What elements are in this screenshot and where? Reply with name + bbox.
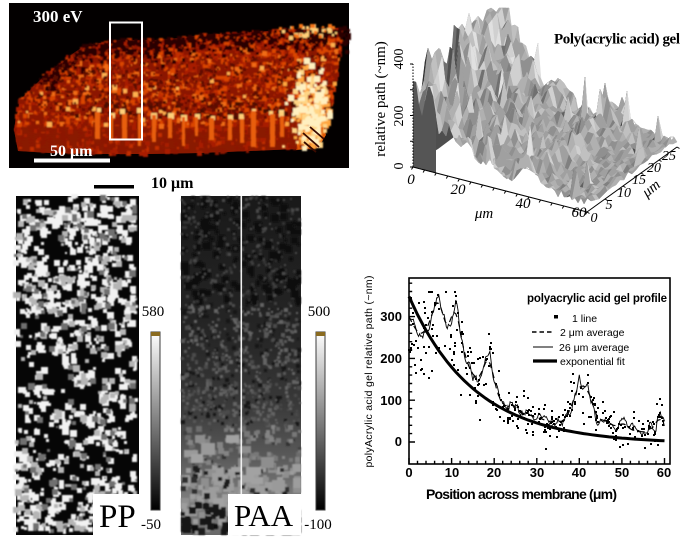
svg-text:15: 15 bbox=[632, 173, 646, 188]
svg-text:Position across membrane (μm): Position across membrane (μm) bbox=[426, 486, 617, 502]
svg-text:PAA: PAA bbox=[234, 498, 294, 533]
svg-text:exponential fit: exponential fit bbox=[560, 356, 625, 368]
svg-text:10: 10 bbox=[445, 465, 459, 480]
svg-text:50: 50 bbox=[615, 465, 629, 480]
svg-text:26 μm average: 26 μm average bbox=[559, 342, 629, 354]
svg-text:400: 400 bbox=[392, 49, 407, 70]
svg-text:20: 20 bbox=[647, 161, 661, 176]
svg-text:0: 0 bbox=[407, 172, 415, 188]
svg-text:0: 0 bbox=[392, 163, 407, 170]
svg-text:60: 60 bbox=[572, 205, 588, 221]
svg-text:0: 0 bbox=[591, 211, 598, 226]
svg-text:50 μm: 50 μm bbox=[50, 143, 93, 160]
svg-text:300 eV: 300 eV bbox=[33, 7, 83, 26]
svg-text:580: 580 bbox=[142, 304, 165, 320]
svg-text:200: 200 bbox=[392, 106, 407, 127]
svg-text:Poly(acrylic acid) gel: Poly(acrylic acid) gel bbox=[554, 32, 680, 48]
svg-text:20: 20 bbox=[451, 182, 467, 198]
svg-text:5: 5 bbox=[606, 198, 613, 213]
svg-text:500: 500 bbox=[308, 304, 331, 320]
svg-text:200: 200 bbox=[380, 351, 402, 366]
svg-text:60: 60 bbox=[657, 465, 671, 480]
svg-text:PP: PP bbox=[99, 499, 136, 535]
svg-text:30: 30 bbox=[530, 465, 544, 480]
svg-text:25: 25 bbox=[662, 149, 676, 164]
svg-text:300: 300 bbox=[380, 309, 402, 324]
svg-text:polyAcrylic acid gel relative: polyAcrylic acid gel relative path (~nm) bbox=[363, 276, 375, 468]
svg-text:100: 100 bbox=[380, 393, 402, 408]
svg-text:-50: -50 bbox=[141, 517, 161, 533]
svg-text:-100: -100 bbox=[304, 517, 332, 533]
svg-text:10: 10 bbox=[617, 186, 631, 201]
svg-text:40: 40 bbox=[516, 196, 532, 212]
svg-text:1 line: 1 line bbox=[572, 313, 597, 325]
svg-text:polyacrylic acid gel profile: polyacrylic acid gel profile bbox=[527, 293, 667, 305]
svg-text:20: 20 bbox=[487, 465, 501, 480]
svg-text:10 μm: 10 μm bbox=[151, 175, 194, 192]
svg-text:relative path (~nm): relative path (~nm) bbox=[373, 41, 389, 157]
svg-text:0: 0 bbox=[405, 465, 412, 480]
svg-text:2 μm average: 2 μm average bbox=[560, 327, 625, 339]
svg-text:40: 40 bbox=[572, 465, 586, 480]
svg-text:μm: μm bbox=[474, 206, 494, 222]
svg-text:0: 0 bbox=[395, 434, 402, 449]
